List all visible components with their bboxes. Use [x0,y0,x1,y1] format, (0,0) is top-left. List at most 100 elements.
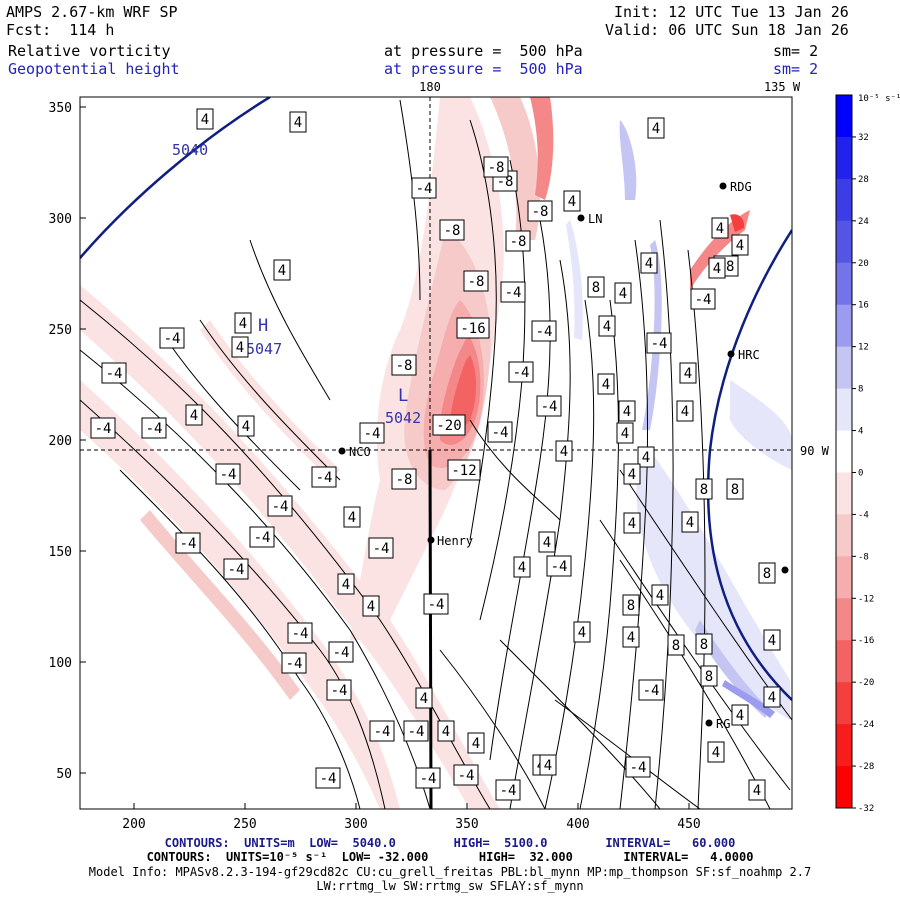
svg-text:-4: -4 [180,536,197,552]
contour-label: 4 [437,720,455,742]
colorbar-swatch [836,388,852,432]
contour-label: 4 [573,621,591,643]
contour-label: -4 [175,532,201,554]
svg-text:8: 8 [592,280,600,296]
colorbar-tick-label: 12 [858,343,869,353]
svg-text:-4: -4 [416,181,433,197]
station-dot [705,719,713,727]
svg-text:-4: -4 [651,336,668,352]
neg-vorticity-band [80,380,400,809]
contour-label: -8 [439,219,465,241]
colorbar-swatch [836,766,852,809]
station-label: Henry [437,534,473,548]
svg-text:4: 4 [518,560,526,576]
svg-text:-4: -4 [373,541,390,557]
contour-label: 4 [763,629,781,651]
svg-text:4: 4 [656,588,664,604]
contour-label: -4 [415,767,441,789]
colorbar-tick-label: -4 [858,510,869,520]
pos-vorticity-streak [695,620,770,718]
station-label: HRC [738,348,760,362]
svg-text:8: 8 [627,598,635,614]
svg-text:4: 4 [736,238,744,254]
contour-label: 8 [695,478,713,500]
field1-level: at pressure = 500 hPa [384,42,583,60]
colorbar-frame [835,94,853,809]
contour-label: 4 [622,626,640,648]
contour-label: 8 [587,276,605,298]
contour-label: 4 [362,595,380,617]
contour-label: -4 [495,779,521,801]
x-axis: 200 250 300 350 400 450 [122,803,701,832]
field1-smoothing: sm= 2 [773,42,819,60]
neg-vorticity-band [140,510,300,700]
cross-section-line [428,449,433,809]
svg-text:4: 4 [544,758,552,774]
height-contour-label: 5040 [172,141,208,159]
colorbar-swatch [836,682,852,725]
contour-label: 4 [711,217,729,239]
colorbar-swatch [836,95,852,138]
svg-text:-8: -8 [497,174,514,190]
svg-text:8: 8 [672,638,680,654]
contour-label: 4 [539,754,557,776]
contour-label: 4 [618,400,636,422]
contour-label: -4 [423,593,449,615]
svg-text:-4: -4 [505,285,522,301]
svg-text:-4: -4 [513,365,530,381]
station-label: RDG [730,180,752,194]
contour-label: 4 [597,373,615,395]
contour-label: -8 [505,230,531,252]
svg-text:-4: -4 [95,421,112,437]
colorbar-tick-label: 4 [858,427,863,437]
footer-height-contours: CONTOURS: UNITS=m LOW= 5040.0 HIGH= 5100… [164,836,736,850]
svg-text:8: 8 [731,482,739,498]
contour-label: -4 [215,463,241,485]
colorbar-swatch [836,220,852,264]
svg-text:4: 4 [543,535,551,551]
contour-label: 4 [681,511,699,533]
svg-text:4: 4 [712,745,720,761]
y-tick-label: 150 [49,545,72,560]
svg-text:-4: -4 [643,683,660,699]
svg-text:8: 8 [763,566,771,582]
low-value: 5042 [385,409,421,427]
colorbar: 10⁻⁵ s⁻¹ 32 28 24 20 16 12 8 4 0 -4 -8 -12 -16 -20 -24… [835,94,900,814]
colorbar-tick-label: 28 [858,175,869,185]
y-axis: 350 300 250 200 150 100 50 [49,101,86,782]
contour-label: 4 [679,362,697,384]
colorbar-swatch [836,430,852,473]
svg-text:4: 4 [736,708,744,724]
svg-text:4: 4 [768,690,776,706]
svg-text:-4: -4 [408,724,425,740]
contour-label: -8 [463,270,489,292]
svg-text:4: 4 [348,510,356,526]
y-tick-label: 300 [49,212,72,227]
svg-text:4: 4 [442,724,450,740]
x-tick-label: 450 [677,817,700,832]
station-dot [727,350,735,358]
contour-label: -4 [487,421,513,443]
contour-label: 4 [676,400,694,422]
colorbar-tick-label: -16 [858,636,874,646]
footer-vorticity-contours: CONTOURS: UNITS=10⁻⁵ s⁻¹ LOW= -32.000 HI… [146,850,754,864]
pos-vorticity-region [730,380,792,470]
svg-text:4: 4 [628,516,636,532]
contour-label: 8 [758,562,776,584]
svg-text:4: 4 [621,426,629,442]
svg-text:4: 4 [603,319,611,335]
svg-text:4: 4 [239,316,247,332]
colorbar-swatch [836,724,852,767]
station-dot [781,566,789,574]
low-symbol: L [398,386,408,406]
footer-model-info: Model Info: MPASv8.2.3-194-gf29cd82c CU:… [88,865,812,879]
svg-text:-4: -4 [364,426,381,442]
contour-label: -4 [531,320,557,342]
svg-text:4: 4 [342,577,350,593]
colorbar-swatch [836,178,852,222]
contour-label: 4 [623,463,641,485]
plot-frame [79,96,793,810]
svg-text:-8: -8 [532,204,549,220]
forecast-hour: Fcst: 114 h [6,21,115,39]
